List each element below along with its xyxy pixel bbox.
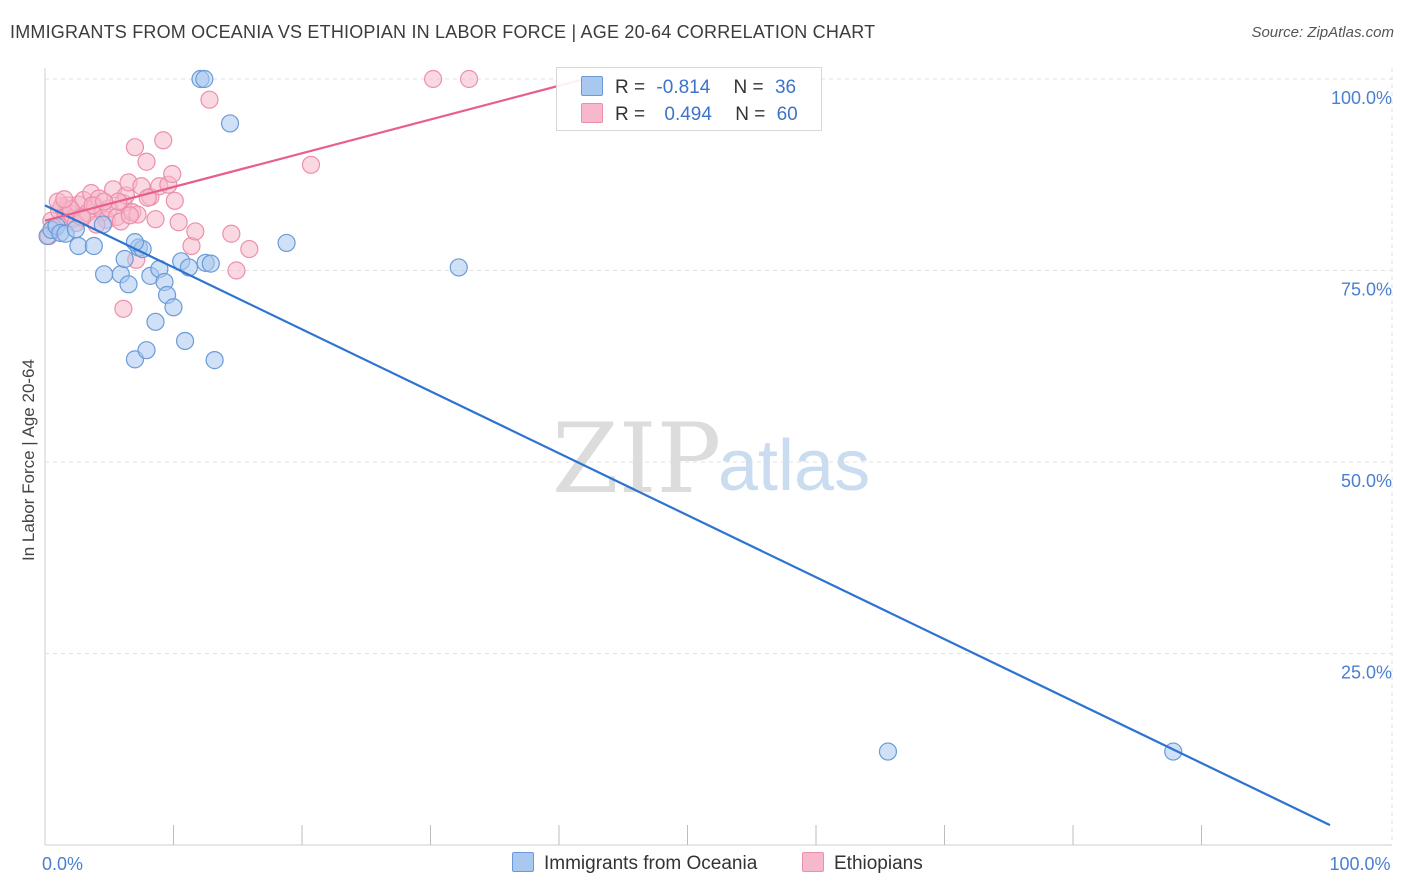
data-point bbox=[169, 213, 188, 232]
data-point bbox=[55, 190, 74, 209]
legend-row-oceania: R = -0.814 N = 36 bbox=[581, 76, 796, 102]
legend-r-label: R = bbox=[615, 104, 646, 125]
data-point bbox=[459, 69, 479, 89]
legend-swatch-pink bbox=[581, 103, 603, 123]
legend-label-ethiopians: Ethiopians bbox=[834, 853, 923, 874]
ethiopians-trend-line bbox=[44, 77, 585, 222]
source-label: Source: ZipAtlas.com bbox=[1251, 24, 1394, 41]
data-point bbox=[137, 152, 156, 171]
trend-lines bbox=[44, 77, 1331, 827]
legend-r-value: -0.814 bbox=[656, 77, 711, 98]
legend-r-label: R = bbox=[615, 77, 646, 98]
oceania-trend-line bbox=[44, 204, 1331, 827]
stats-legend: R = -0.814 N = 36 R = 0.494 N = 60 bbox=[556, 67, 822, 131]
legend-n-value: 60 bbox=[776, 104, 798, 125]
data-point bbox=[179, 258, 199, 277]
legend-swatch-blue bbox=[512, 852, 534, 872]
data-point bbox=[137, 341, 156, 360]
legend-n-value: 36 bbox=[774, 77, 797, 98]
data-point bbox=[163, 164, 182, 184]
data-point bbox=[146, 312, 165, 331]
x-tick-label: 100.0% bbox=[1329, 854, 1390, 874]
legend-r-value: 0.494 bbox=[664, 104, 712, 125]
data-point bbox=[277, 233, 296, 253]
data-point bbox=[222, 224, 241, 243]
y-tick-label: 75.0% bbox=[1341, 280, 1392, 300]
y-tick-label: 100.0% bbox=[1331, 88, 1392, 108]
chart-title: IMMIGRANTS FROM OCEANIA VS ETHIOPIAN IN … bbox=[10, 22, 876, 42]
data-point bbox=[114, 299, 133, 318]
legend-item-ethiopians[interactable]: Ethiopians bbox=[802, 852, 923, 875]
data-point bbox=[154, 131, 173, 150]
data-point bbox=[220, 114, 240, 133]
data-point bbox=[201, 254, 220, 273]
data-point bbox=[120, 206, 139, 225]
data-point bbox=[449, 258, 468, 277]
y-axis-title: In Labor Force | Age 20-64 bbox=[19, 359, 38, 561]
data-point bbox=[878, 742, 898, 761]
watermark-zip: ZIP bbox=[552, 403, 721, 515]
legend-n-label: N = bbox=[735, 104, 766, 125]
series-legend: Immigrants from Oceania Ethiopians bbox=[0, 852, 1406, 878]
data-point bbox=[165, 191, 184, 210]
data-point bbox=[240, 239, 259, 259]
x-tick-label: 0.0% bbox=[42, 854, 83, 874]
data-point bbox=[146, 210, 165, 229]
data-point bbox=[423, 69, 443, 89]
data-point bbox=[227, 261, 246, 280]
data-point bbox=[195, 69, 214, 89]
data-point bbox=[119, 275, 138, 294]
data-point bbox=[200, 90, 219, 109]
legend-item-oceania[interactable]: Immigrants from Oceania bbox=[512, 852, 757, 875]
tick-labels: 100.0% 75.0% 50.0% 25.0% 0.0% 100.0% bbox=[42, 88, 1392, 874]
data-point bbox=[69, 236, 88, 256]
axes bbox=[44, 68, 1392, 846]
watermark-atlas: atlas bbox=[718, 426, 870, 506]
data-point bbox=[164, 298, 183, 317]
data-point bbox=[95, 265, 114, 284]
data-point bbox=[115, 249, 134, 269]
data-point bbox=[186, 222, 205, 241]
data-point bbox=[301, 155, 321, 174]
y-tick-label: 25.0% bbox=[1341, 663, 1392, 683]
data-point bbox=[205, 351, 224, 370]
legend-swatch-blue bbox=[581, 76, 603, 96]
y-tick-label: 50.0% bbox=[1341, 471, 1392, 491]
legend-label-oceania: Immigrants from Oceania bbox=[544, 853, 758, 874]
legend-swatch-pink bbox=[802, 852, 824, 872]
data-point bbox=[175, 331, 195, 351]
legend-row-ethiopians: R = 0.494 N = 60 bbox=[581, 103, 798, 129]
legend-n-label: N = bbox=[733, 77, 764, 98]
data-point bbox=[125, 138, 145, 157]
data-point bbox=[84, 236, 103, 256]
